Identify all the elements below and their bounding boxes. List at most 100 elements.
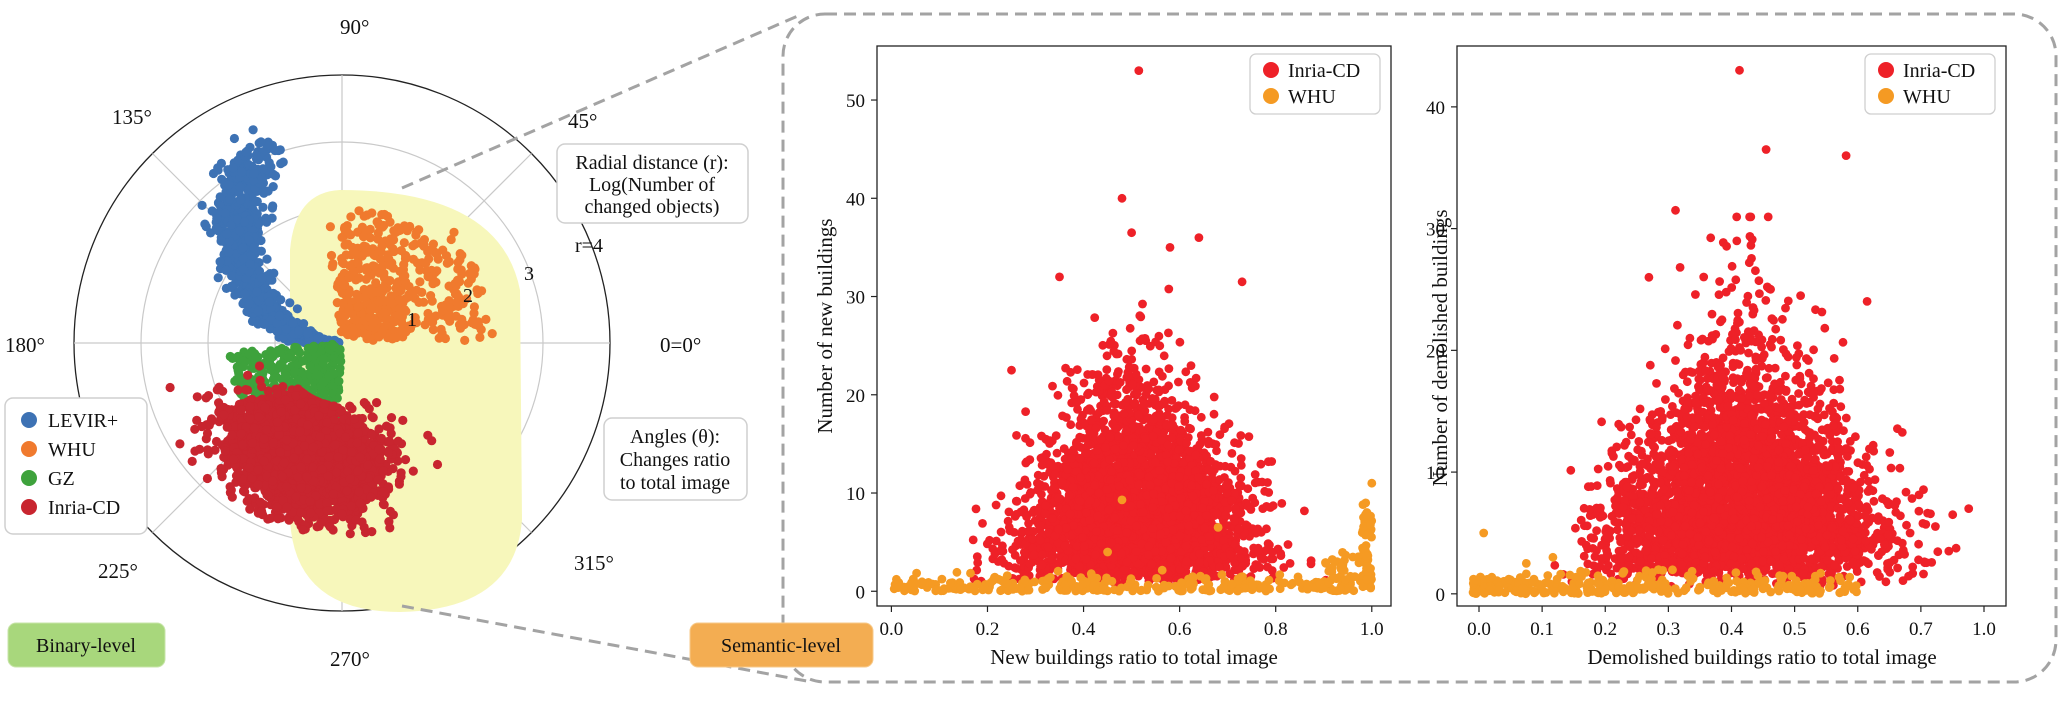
polar-point-levir (248, 125, 258, 135)
polar-point-gz (290, 367, 300, 377)
polar-point-levir (238, 243, 248, 253)
polar-point-inria-cd (379, 487, 389, 497)
polar-point-inria-cd (325, 522, 335, 532)
polar-point-whu (383, 250, 393, 260)
polar-point-levir (275, 145, 285, 155)
polar-point-levir (227, 271, 237, 281)
polar-point-inria-cd (203, 445, 213, 455)
polar-point-levir (249, 169, 259, 179)
polar-point-inria-cd (211, 436, 222, 447)
polar-point-levir (235, 182, 245, 192)
polar-point-levir (258, 164, 268, 174)
polar-point-inria-cd (219, 410, 229, 420)
polar-point-inria-cd (345, 529, 355, 539)
polar-point-levir (262, 254, 272, 264)
polar-point-whu (365, 233, 375, 243)
polar-point-gz (283, 353, 294, 363)
polar-point-inria-cd (367, 527, 377, 537)
polar-point-inria-cd (317, 464, 327, 474)
polar-point-levir (262, 217, 272, 227)
polar-point-inria-cd (293, 472, 303, 482)
polar-point-gz (293, 375, 303, 385)
polar-point-levir (276, 159, 286, 169)
polar-point-levir (243, 185, 253, 195)
polar-point-inria-cd (316, 518, 326, 528)
polar-point-gz (228, 353, 238, 363)
polar-point-levir (294, 326, 304, 336)
polar-point-levir (241, 147, 251, 157)
polar-point-whu (455, 249, 465, 259)
polar-point-inria-cd (353, 466, 363, 476)
polar-point-inria-cd (302, 454, 312, 464)
polar-point-whu (426, 291, 436, 301)
polar-point-levir (303, 328, 313, 339)
polar-point-levir (299, 319, 309, 329)
polar-point-levir (276, 295, 286, 305)
polar-point-whu (443, 313, 453, 323)
polar-point-levir (224, 180, 234, 190)
polar-point-whu (346, 212, 356, 222)
polar-point-whu (362, 330, 372, 340)
polar-point-whu (411, 230, 421, 240)
polar-point-levir (252, 287, 262, 297)
polar-point-levir (216, 158, 226, 168)
polar-point-inria-cd (342, 486, 352, 496)
polar-point-levir (244, 299, 254, 309)
polar-point-whu (367, 318, 377, 328)
polar-point-levir (213, 273, 223, 283)
polar-point-levir (251, 150, 261, 160)
polar-point-inria-cd (385, 506, 395, 516)
polar-point-inria-cd (367, 430, 377, 440)
polar-point-inria-cd (240, 487, 250, 497)
polar-point-whu (408, 241, 418, 251)
polar-point-whu (375, 297, 385, 307)
polar-point-levir (264, 275, 274, 285)
polar-point-whu (460, 335, 470, 345)
polar-point-whu (389, 226, 399, 236)
polar-point-whu (389, 317, 400, 327)
polar-point-levir (285, 298, 295, 308)
polar-point-inria-cd (305, 496, 315, 506)
polar-point-inria-cd (175, 439, 185, 449)
polar-point-levir (264, 158, 274, 168)
polar-point-inria-cd (355, 498, 365, 508)
polar-point-inria-cd (220, 446, 230, 456)
polar-point-inria-cd (386, 413, 397, 423)
polar-point-inria-cd (374, 444, 384, 454)
polar-point-inria-cd (351, 515, 361, 525)
polar-point-inria-cd (432, 459, 443, 470)
polar-point-whu (354, 273, 364, 283)
polar-point-inria-cd (384, 436, 394, 446)
polar-point-inria-cd (282, 502, 292, 512)
polar-point-levir (258, 202, 268, 212)
polar-point-inria-cd (322, 506, 332, 516)
polar-point-gz (275, 346, 285, 356)
polar-point-inria-cd (268, 476, 278, 486)
polar-point-gz (268, 352, 278, 362)
polar-point-whu (359, 292, 369, 302)
polar-point-whu (326, 250, 337, 261)
polar-point-whu (398, 265, 408, 275)
polar-point-whu (400, 254, 411, 264)
polar-point-inria-cd (244, 463, 255, 473)
polar-point-gz (272, 372, 282, 382)
polar-point-gz (305, 361, 315, 371)
polar-point-inria-cd (254, 361, 265, 371)
polar-point-inria-cd (236, 405, 246, 415)
polar-point-inria-cd (376, 433, 386, 443)
polar-point-levir (268, 182, 278, 192)
polar-point-whu (378, 261, 388, 271)
polar-point-inria-cd (298, 525, 308, 535)
polar-point-levir (225, 194, 235, 204)
polar-point-inria-cd (296, 462, 306, 472)
polar-point-inria-cd (354, 487, 364, 497)
polar-point-inria-cd (280, 395, 290, 405)
polar-point-inria-cd (268, 438, 279, 448)
polar-point-whu (402, 226, 412, 236)
polar-point-inria-cd (253, 465, 263, 475)
polar-point-whu (465, 268, 475, 279)
polar-point-whu (369, 250, 379, 260)
polar-point-whu (399, 238, 409, 248)
polar-point-whu (423, 308, 433, 319)
